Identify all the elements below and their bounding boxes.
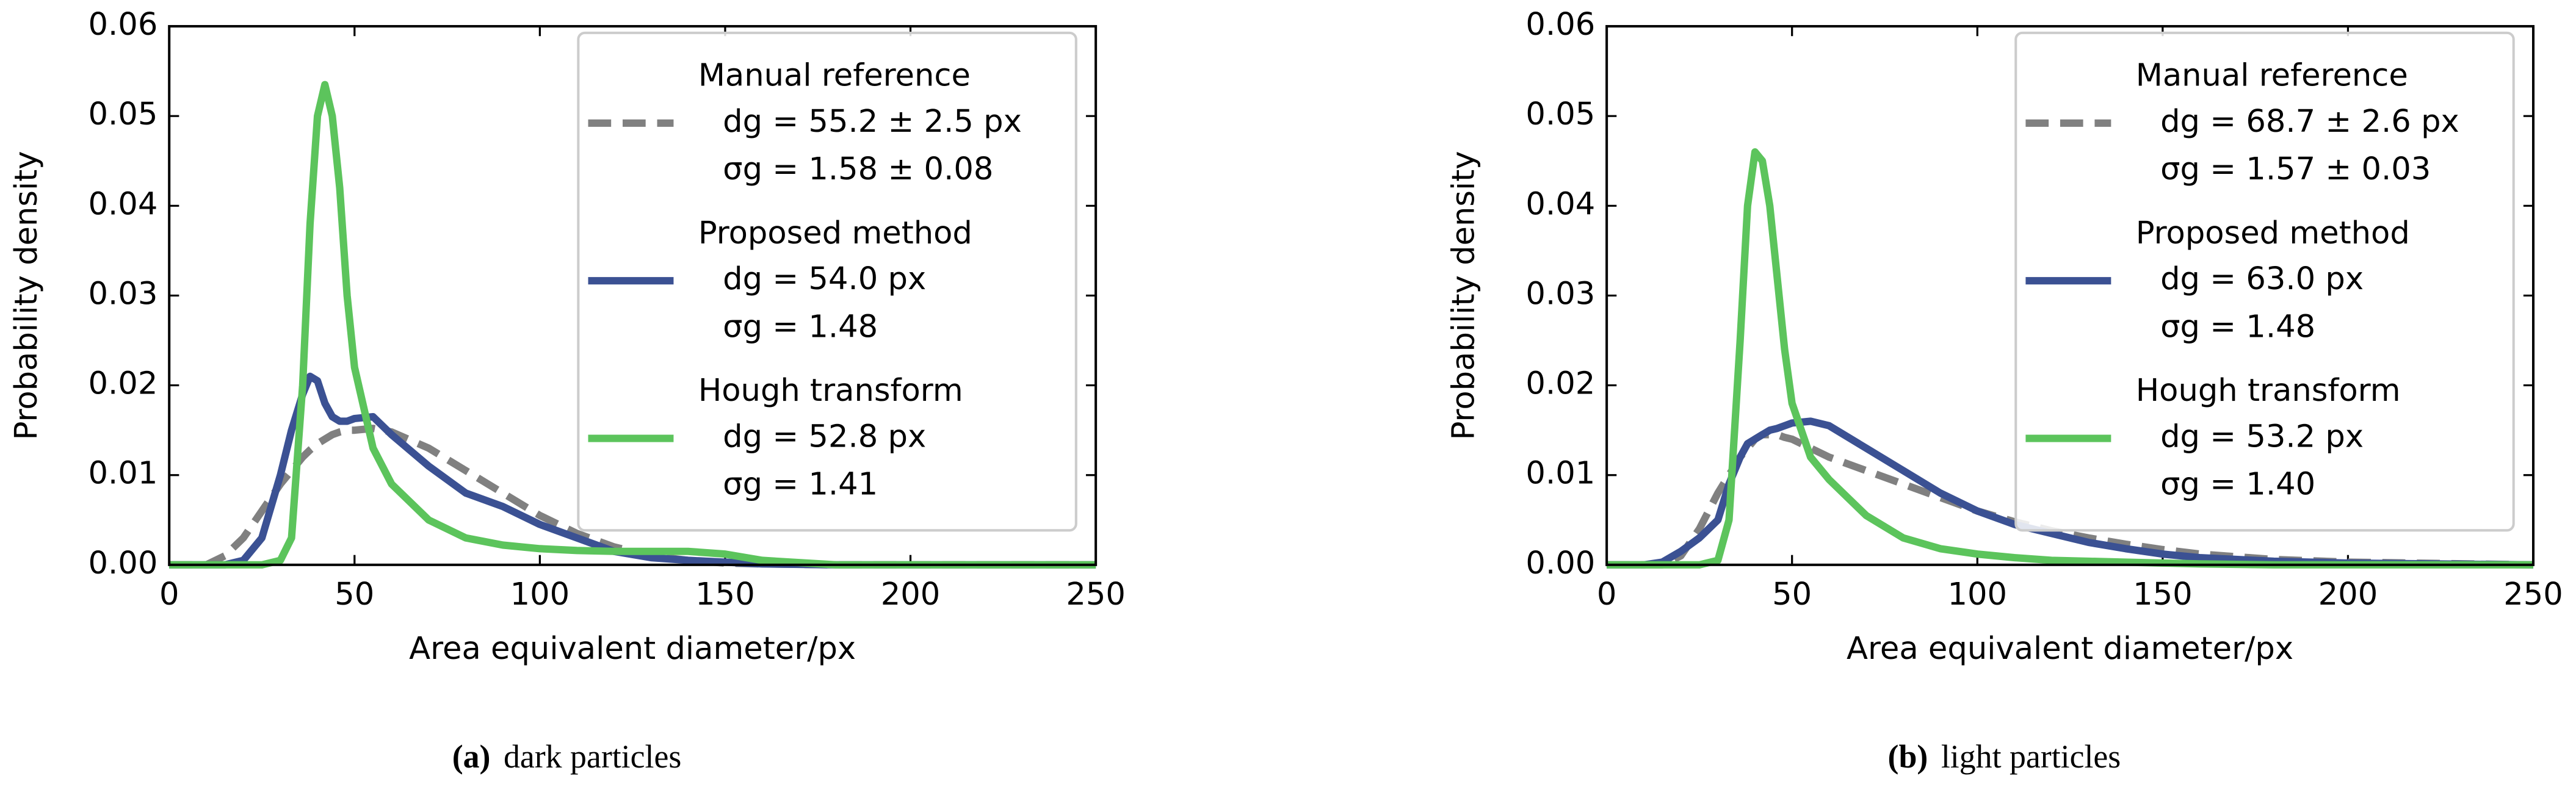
legend-stat: σg = 1.57 ± 0.03	[2160, 151, 2431, 187]
legend: Manual reference dg = 55.2 ± 2.5 px σg = 1…	[577, 31, 1077, 532]
legend-stat: dg = 52.8 px	[723, 419, 926, 455]
legend-stat: dg = 54.0 px	[723, 261, 926, 297]
series-line	[1607, 148, 2534, 569]
legend-stat: σg = 1.41	[723, 467, 878, 503]
x-tick-label: 250	[2503, 577, 2563, 613]
x-tick-label: 100	[1947, 577, 2007, 613]
x-tick-label: 150	[2133, 577, 2193, 613]
x-tick-label: 0	[1597, 577, 1617, 613]
legend-stat: σg = 1.40	[2160, 467, 2315, 503]
legend-label: Hough transform	[2136, 373, 2401, 409]
caption-label: (b)	[1888, 738, 1928, 775]
caption-text: light particles	[1941, 738, 2121, 775]
x-tick-label: 100	[510, 577, 570, 613]
x-tick-label: 50	[1772, 577, 1812, 613]
chart-panel: 0.00 0.01 0.02 0.03 0.04 0.05 0.06 0 50 100 150 200…	[1446, 7, 2563, 775]
legend-label: Manual reference	[698, 57, 971, 93]
y-tick-label: 0.04	[89, 186, 158, 222]
legend-stat: dg = 63.0 px	[2160, 261, 2364, 297]
x-tick-label: 200	[2318, 577, 2378, 613]
legend-stat: dg = 55.2 ± 2.5 px	[723, 104, 1022, 140]
y-tick-label: 0.03	[1525, 276, 1595, 312]
legend-label: Manual reference	[2136, 57, 2408, 93]
plot-frame	[168, 25, 1098, 566]
chart-panel: 0.00 0.01 0.02 0.03 0.04 0.05 0.06 0 50 100 150 200…	[9, 7, 1126, 775]
caption: (a) dark particles	[452, 738, 682, 775]
legend-stat: σg = 1.48	[2160, 309, 2315, 345]
x-tick-label: 0	[159, 577, 179, 613]
legend-stat: dg = 53.2 px	[2160, 419, 2364, 455]
legend-stat: σg = 1.58 ± 0.08	[723, 151, 993, 187]
legend-label: Hough transform	[698, 373, 963, 409]
legend-box	[577, 31, 1077, 532]
caption-text: dark particles	[504, 738, 681, 775]
x-axis-label: Area equivalent diameter/px	[1847, 631, 2293, 667]
y-axis-label: Probability density	[1446, 151, 1482, 440]
y-tick-label: 0.06	[89, 7, 158, 43]
legend-box	[2014, 31, 2515, 532]
legend-stat: dg = 68.7 ± 2.6 px	[2160, 104, 2459, 140]
y-tick-label: 0.00	[1525, 545, 1595, 581]
y-tick-label: 0.00	[89, 545, 158, 581]
caption-label: (a)	[452, 738, 491, 775]
y-tick-label: 0.01	[1525, 456, 1595, 492]
x-tick-label: 50	[335, 577, 374, 613]
y-tick-label: 0.02	[89, 366, 158, 402]
x-axis-label: Area equivalent diameter/px	[409, 631, 856, 667]
y-tick-label: 0.06	[1525, 7, 1595, 43]
legend: Manual reference dg = 68.7 ± 2.6 px σg = 1…	[2014, 31, 2515, 532]
legend-label: Proposed method	[698, 215, 972, 251]
series-line	[169, 81, 1096, 569]
legend-label: Proposed method	[2136, 215, 2410, 251]
y-tick-label: 0.05	[1525, 96, 1595, 132]
caption: (b) light particles	[1888, 738, 2121, 775]
y-tick-label: 0.04	[1525, 186, 1595, 222]
plot-frame	[1605, 25, 2535, 566]
x-tick-label: 200	[881, 577, 941, 613]
x-tick-label: 150	[695, 577, 755, 613]
y-tick-label: 0.03	[89, 276, 158, 312]
x-tick-label: 250	[1066, 577, 1126, 613]
y-axis-label: Probability density	[9, 151, 45, 440]
y-tick-label: 0.05	[89, 96, 158, 132]
y-tick-label: 0.01	[89, 456, 158, 492]
legend-stat: σg = 1.48	[723, 309, 878, 345]
series-line	[1607, 431, 2534, 569]
y-tick-label: 0.02	[1525, 366, 1595, 402]
